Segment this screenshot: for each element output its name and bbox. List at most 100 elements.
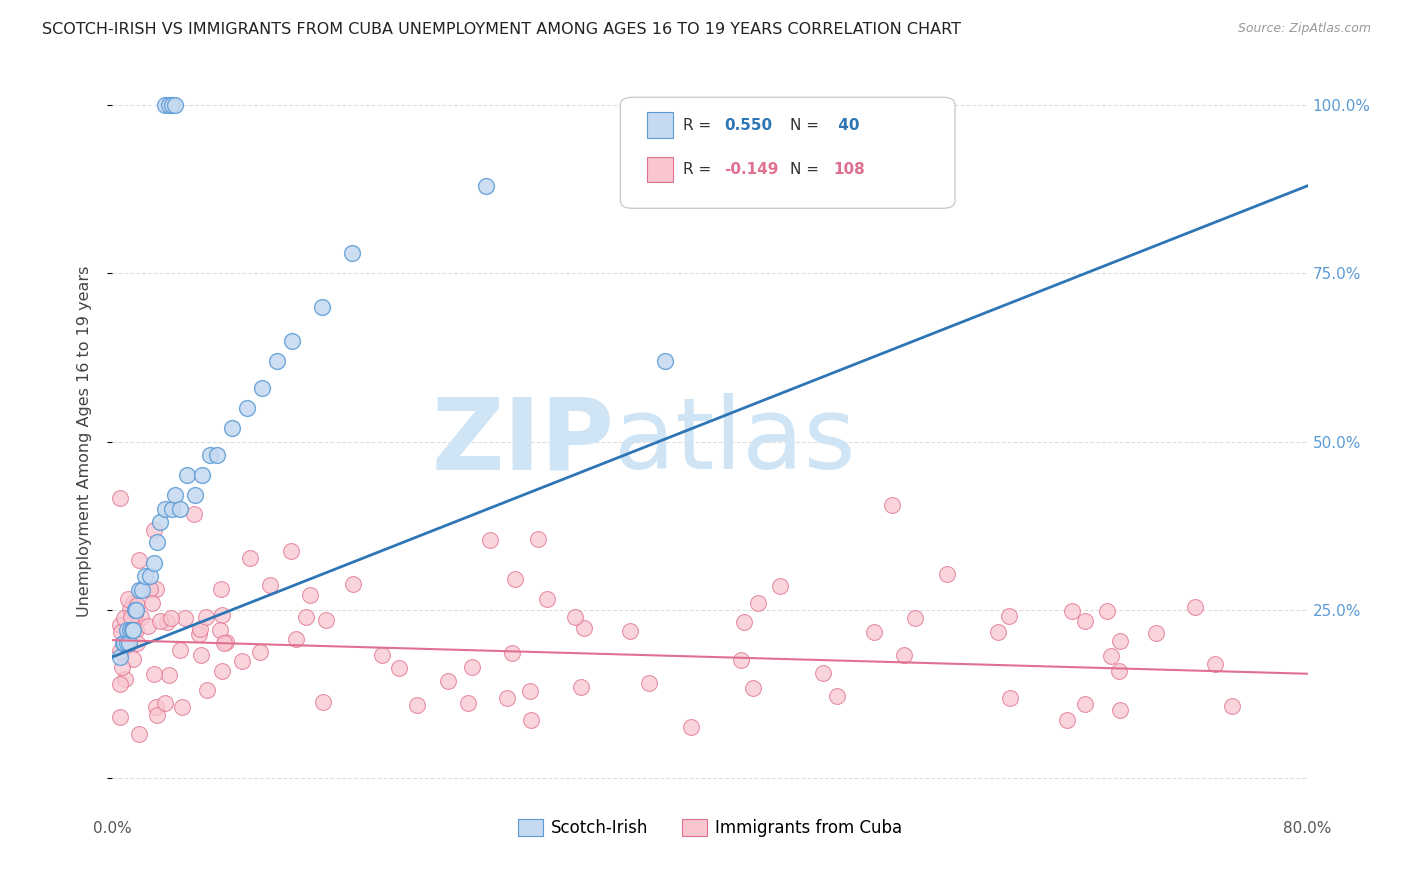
- Point: [121, 596, 143, 610]
- Point: [141, 596, 163, 610]
- Point: [108, 618, 131, 632]
- Point: [654, 353, 676, 368]
- Point: [311, 300, 333, 314]
- Point: [564, 609, 586, 624]
- Point: [211, 664, 233, 678]
- Point: [148, 615, 170, 629]
- Point: [679, 720, 702, 734]
- Text: SCOTCH-IRISH VS IMMIGRANTS FROM CUBA UNEMPLOYMENT AMONG AGES 16 TO 19 YEARS CORR: SCOTCH-IRISH VS IMMIGRANTS FROM CUBA UNE…: [42, 22, 962, 37]
- Point: [160, 610, 183, 624]
- Point: [893, 648, 915, 663]
- Point: [250, 381, 273, 395]
- Point: [108, 644, 131, 658]
- Point: [619, 624, 641, 639]
- Point: [169, 643, 191, 657]
- Point: [742, 681, 765, 695]
- Point: [569, 680, 592, 694]
- Point: [120, 601, 142, 615]
- Point: [191, 468, 214, 483]
- Point: [108, 649, 131, 664]
- Point: [120, 623, 142, 637]
- Point: [117, 623, 139, 637]
- Point: [209, 582, 232, 596]
- Point: [501, 646, 523, 660]
- Point: [239, 551, 262, 566]
- Point: [198, 448, 221, 462]
- Point: [121, 652, 143, 666]
- Point: [863, 625, 886, 640]
- Point: [1074, 697, 1097, 711]
- Point: [111, 660, 134, 674]
- Point: [183, 488, 205, 502]
- Point: [149, 516, 172, 530]
- Point: [936, 567, 959, 582]
- Point: [124, 603, 146, 617]
- Point: [205, 448, 228, 462]
- Point: [118, 636, 141, 650]
- Point: [214, 636, 236, 650]
- Point: [340, 246, 363, 260]
- Text: -0.149: -0.149: [724, 162, 779, 178]
- Point: [1184, 600, 1206, 615]
- Point: [145, 700, 167, 714]
- Point: [1108, 703, 1130, 717]
- Point: [162, 501, 183, 516]
- Point: [128, 582, 150, 597]
- Point: [536, 592, 558, 607]
- Point: [153, 501, 176, 516]
- Point: [998, 608, 1021, 623]
- Point: [174, 611, 197, 625]
- FancyBboxPatch shape: [620, 97, 955, 209]
- Point: [143, 556, 166, 570]
- Point: [214, 634, 236, 648]
- Point: [125, 624, 148, 638]
- Point: [519, 683, 541, 698]
- Point: [183, 508, 205, 522]
- Point: [1060, 604, 1083, 618]
- Point: [527, 533, 550, 547]
- Point: [156, 615, 179, 629]
- Point: [114, 636, 135, 650]
- Point: [108, 491, 131, 505]
- Point: [457, 696, 479, 710]
- Point: [131, 582, 153, 597]
- Point: [146, 535, 169, 549]
- Point: [208, 623, 231, 637]
- Point: [165, 98, 187, 112]
- Point: [176, 468, 198, 483]
- Point: [461, 659, 484, 673]
- Point: [730, 653, 752, 667]
- Point: [165, 488, 187, 502]
- Point: [1204, 657, 1226, 671]
- Text: 40: 40: [834, 118, 859, 133]
- Point: [388, 661, 411, 675]
- Point: [880, 498, 903, 512]
- Point: [280, 544, 302, 558]
- Point: [120, 610, 142, 624]
- Point: [169, 501, 191, 516]
- Point: [281, 334, 304, 348]
- Text: Source: ZipAtlas.com: Source: ZipAtlas.com: [1237, 22, 1371, 36]
- Point: [520, 713, 543, 727]
- Point: [117, 591, 139, 606]
- Point: [298, 588, 321, 602]
- Point: [128, 727, 150, 741]
- Point: [110, 625, 132, 640]
- Point: [475, 178, 498, 193]
- Point: [436, 674, 458, 689]
- Y-axis label: Unemployment Among Ages 16 to 19 years: Unemployment Among Ages 16 to 19 years: [77, 266, 91, 617]
- Point: [811, 666, 834, 681]
- Point: [108, 676, 131, 690]
- Text: 0.550: 0.550: [724, 118, 772, 133]
- Point: [312, 695, 335, 709]
- Point: [129, 609, 152, 624]
- Point: [188, 622, 211, 636]
- Text: 108: 108: [834, 162, 865, 178]
- Point: [125, 603, 148, 617]
- Point: [195, 682, 218, 697]
- Point: [236, 401, 259, 415]
- Point: [125, 598, 148, 612]
- Point: [998, 691, 1021, 706]
- Bar: [647, 156, 673, 183]
- Point: [505, 572, 527, 586]
